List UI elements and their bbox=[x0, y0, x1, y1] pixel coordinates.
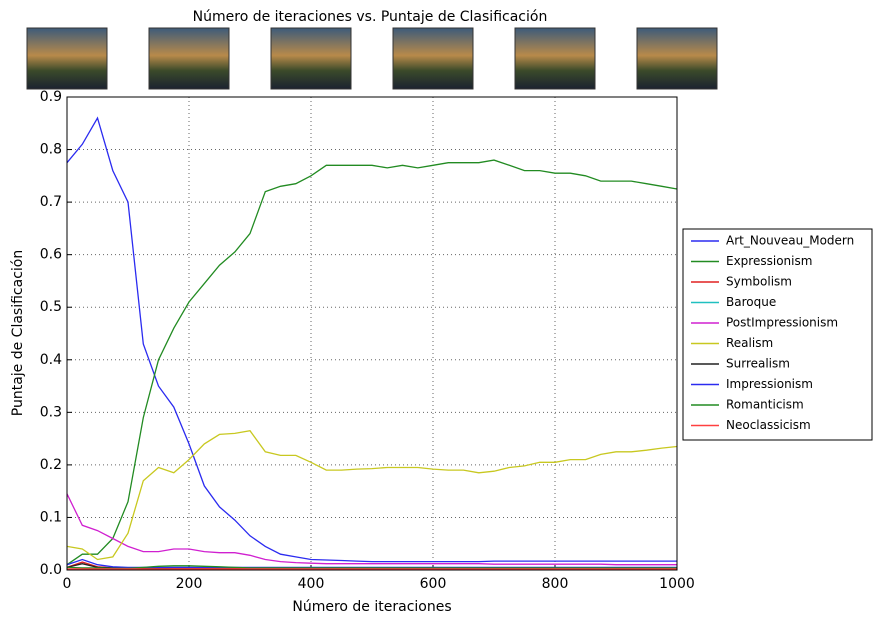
thumbnail bbox=[514, 27, 596, 90]
legend-label: Romanticism bbox=[726, 398, 804, 412]
legend-label: Symbolism bbox=[726, 275, 792, 289]
y-tick-label: 0.4 bbox=[40, 352, 62, 368]
y-tick-label: 0.0 bbox=[40, 562, 62, 578]
y-axis-label: Puntaje de Clasificación bbox=[10, 250, 26, 416]
legend-label: Baroque bbox=[726, 295, 776, 309]
legend-label: Neoclassicism bbox=[726, 418, 811, 432]
series-line bbox=[66, 159, 678, 566]
x-tick-label: 0 bbox=[63, 576, 72, 592]
legend-label: PostImpressionism bbox=[726, 316, 838, 330]
y-tick-label: 0.6 bbox=[40, 247, 62, 263]
series-line bbox=[66, 116, 677, 563]
y-tick-label: 0.3 bbox=[40, 404, 62, 420]
legend-label: Art_Nouveau_Modern bbox=[726, 234, 854, 248]
y-tick-label: 0.9 bbox=[40, 89, 62, 105]
chart-title: Número de iteraciones vs. Puntaje de Cla… bbox=[193, 9, 548, 25]
thumbnail bbox=[148, 27, 230, 90]
series-line bbox=[66, 493, 677, 566]
x-tick-label: 800 bbox=[542, 576, 569, 592]
y-tick-label: 0.2 bbox=[40, 457, 62, 473]
y-tick-label: 0.5 bbox=[40, 299, 62, 315]
y-tick-label: 0.1 bbox=[40, 509, 62, 525]
plot-frame bbox=[66, 96, 678, 571]
x-tick-label: 600 bbox=[420, 576, 447, 592]
legend-label: Expressionism bbox=[726, 254, 812, 268]
x-tick-label: 200 bbox=[176, 576, 203, 592]
y-tick-label: 0.7 bbox=[40, 194, 62, 210]
thumbnail bbox=[26, 27, 108, 90]
y-tick-label: 0.8 bbox=[40, 142, 62, 158]
legend-label: Surrealism bbox=[726, 357, 790, 371]
legend-label: Impressionism bbox=[726, 377, 813, 391]
legend-label: Realism bbox=[726, 336, 773, 350]
thumbnail bbox=[636, 27, 718, 90]
thumbnails bbox=[26, 27, 718, 90]
thumbnail bbox=[270, 27, 352, 90]
x-tick-label: 1000 bbox=[659, 576, 695, 592]
x-axis-label: Número de iteraciones bbox=[292, 599, 451, 615]
x-tick-label: 400 bbox=[298, 576, 325, 592]
thumbnail bbox=[392, 27, 474, 90]
series-line bbox=[66, 565, 677, 570]
series-line bbox=[66, 429, 678, 561]
